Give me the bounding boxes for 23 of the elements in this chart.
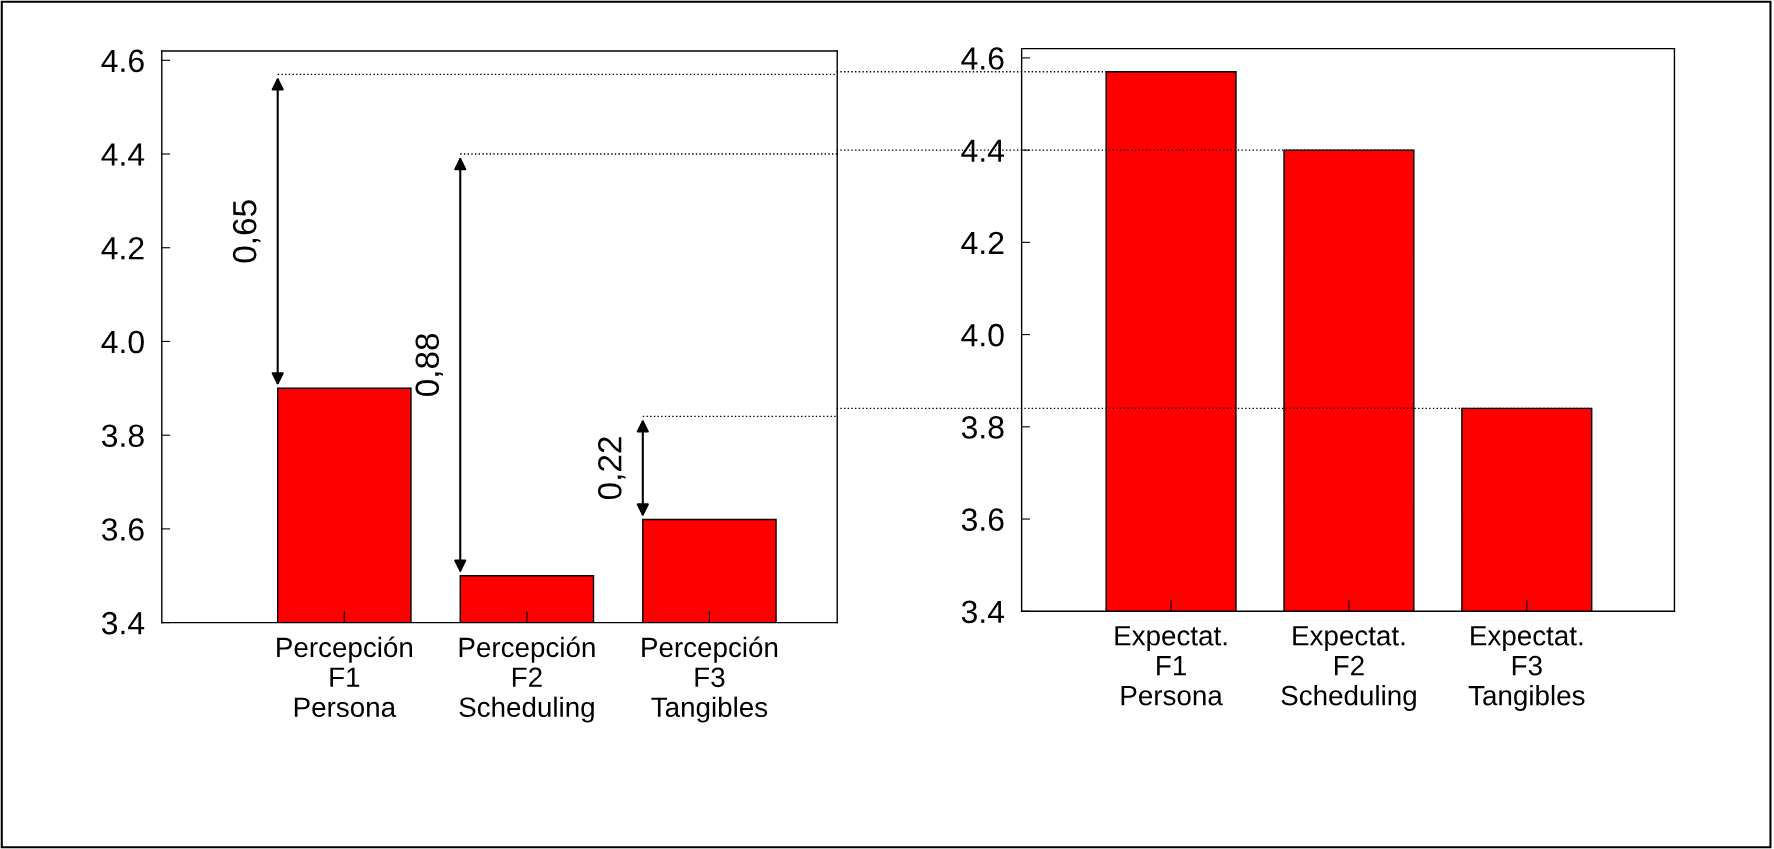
x-tick-label: Expectat. F3 Tangibles	[1468, 626, 1585, 711]
y-tick-label: 4.6	[961, 47, 1004, 70]
x-tick-label: Expectat. F1 Persona	[1115, 626, 1227, 706]
y-tick-label: 4.0	[961, 323, 1004, 347]
y-tick-label: 4.2	[961, 231, 1004, 254]
y-tick-label: 3.4	[961, 600, 1005, 624]
y-tick-label: 4.2	[101, 237, 144, 260]
y-tick-label: 4.4	[961, 139, 1005, 162]
y-tick-label: 3.8	[101, 424, 144, 448]
annotation: 0,22	[598, 437, 626, 500]
x-tick-label: Expectat. F2 Scheduling	[1281, 626, 1416, 711]
y-tick-label: 4.4	[101, 143, 145, 166]
y-tick-label: 3.8	[961, 416, 1004, 439]
y-tick-label: 3.6	[961, 508, 1004, 531]
x-tick-label: Percepción F1 Persona	[277, 636, 413, 718]
annotation: 0,65	[232, 200, 261, 263]
y-tick-label: 3.6	[101, 518, 144, 541]
x-tick-label: Percepción F2 Scheduling	[459, 636, 595, 723]
x-tick-label: Percepción F3 Tangibles	[642, 636, 778, 723]
y-tick-label: 4.0	[101, 330, 144, 354]
annotation: 0,88	[415, 333, 443, 397]
y-tick-label: 4.6	[101, 49, 144, 73]
y-tick-label: 3.4	[101, 611, 145, 635]
